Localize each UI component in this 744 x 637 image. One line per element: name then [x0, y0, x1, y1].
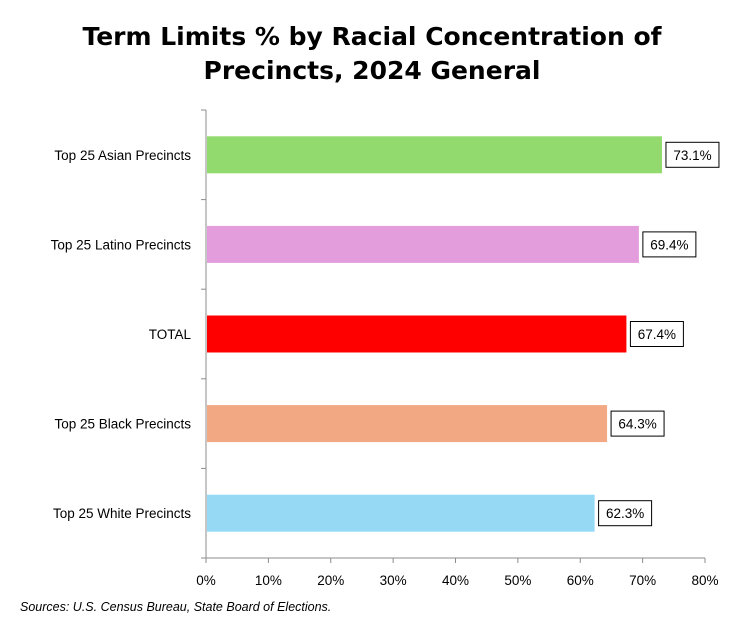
category-label: TOTAL	[149, 327, 192, 342]
chart-title: Term Limits % by Racial Concentration of…	[0, 20, 744, 88]
x-tick-label: 50%	[504, 573, 531, 588]
x-tick-label: 70%	[629, 573, 656, 588]
x-tick-label: 60%	[567, 573, 594, 588]
x-tick-label: 80%	[691, 573, 718, 588]
data-label-box	[610, 410, 665, 437]
data-label: 64.3%	[618, 417, 656, 432]
data-label: 69.4%	[650, 237, 688, 252]
chart-title-line-2: Precincts, 2024 General	[203, 56, 541, 85]
data-label-box	[665, 141, 720, 168]
category-label: Top 25 White Precincts	[53, 506, 191, 521]
data-label: 62.3%	[606, 506, 644, 521]
x-tick-label: 20%	[317, 573, 344, 588]
category-label: Top 25 Latino Precincts	[51, 237, 192, 252]
x-tick-label: 30%	[380, 573, 407, 588]
data-label: 73.1%	[673, 148, 711, 163]
source-note: Sources: U.S. Census Bureau, State Board…	[20, 600, 332, 614]
category-label: Top 25 Black Precincts	[54, 417, 191, 432]
category-label: Top 25 Asian Precincts	[54, 148, 191, 163]
data-label: 67.4%	[638, 327, 676, 342]
bar	[207, 136, 662, 174]
bar	[207, 315, 627, 353]
data-label-box	[598, 500, 653, 527]
data-label-box	[629, 321, 684, 347]
bar	[207, 405, 608, 443]
data-label-box	[642, 231, 697, 258]
bar	[207, 225, 639, 263]
x-tick-label: 10%	[255, 573, 282, 588]
bar	[207, 494, 595, 532]
x-tick-label: 0%	[196, 573, 216, 588]
x-tick-label: 40%	[442, 573, 469, 588]
chart-title-line-1: Term Limits % by Racial Concentration of	[82, 22, 662, 51]
